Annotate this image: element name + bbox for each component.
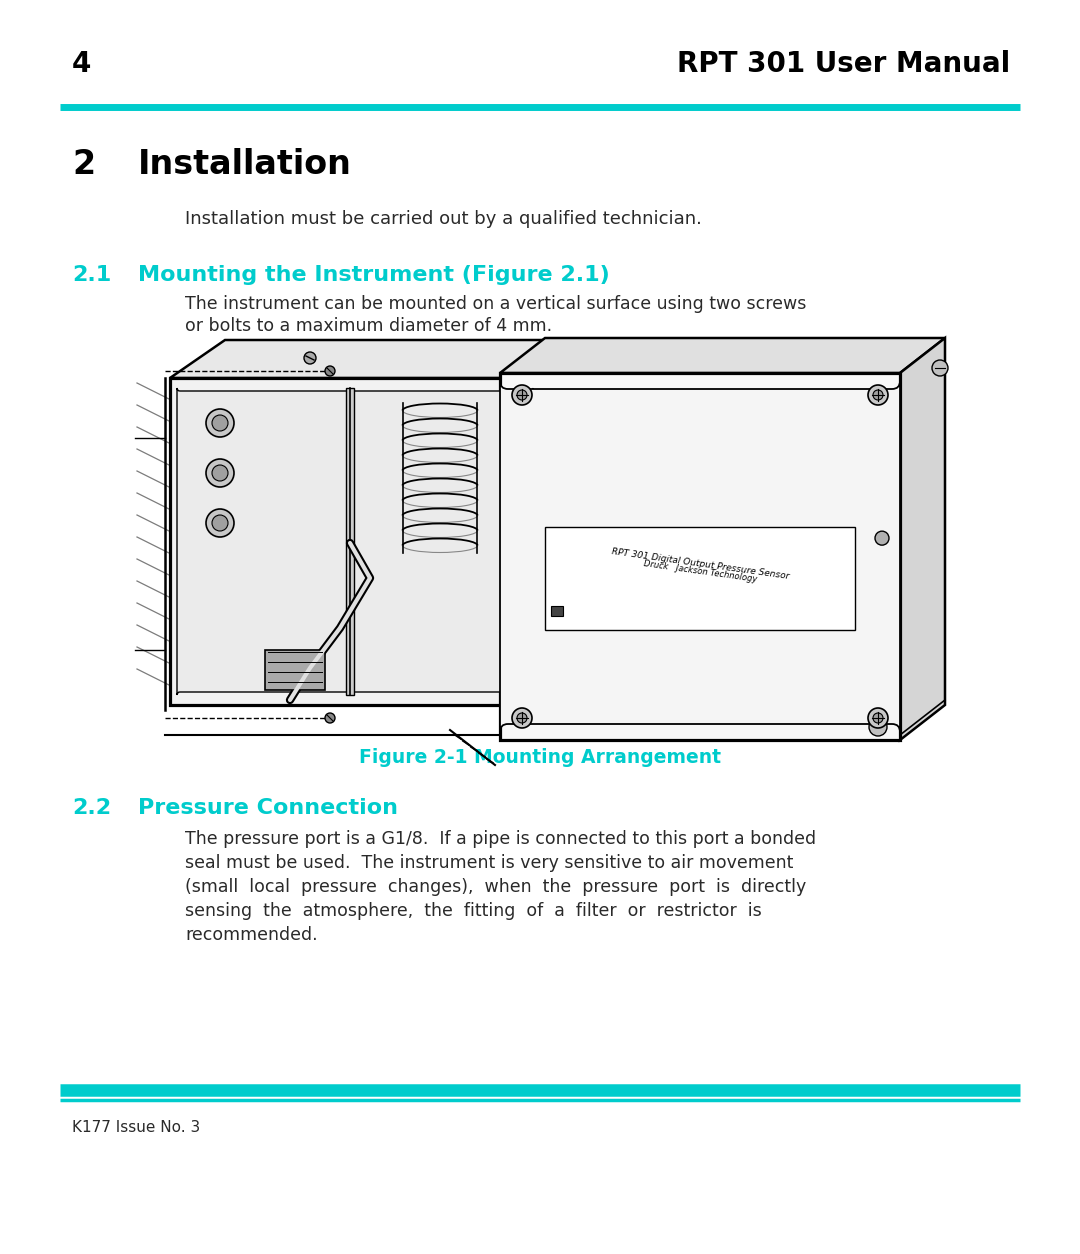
- Circle shape: [212, 515, 228, 530]
- Text: Mounting the Instrument (Figure 2.1): Mounting the Instrument (Figure 2.1): [138, 265, 610, 285]
- Circle shape: [869, 719, 887, 736]
- Text: 2.2: 2.2: [72, 798, 111, 818]
- Text: Pressure Connection: Pressure Connection: [138, 798, 399, 818]
- Text: 2: 2: [72, 148, 95, 181]
- FancyBboxPatch shape: [500, 381, 900, 732]
- Text: seal must be used.  The instrument is very sensitive to air movement: seal must be used. The instrument is ver…: [185, 854, 794, 872]
- Text: Installation: Installation: [138, 148, 352, 181]
- Text: RPT 301 Digital Output Pressure Sensor: RPT 301 Digital Output Pressure Sensor: [610, 547, 789, 581]
- Polygon shape: [500, 339, 945, 372]
- Text: or bolts to a maximum diameter of 4 mm.: or bolts to a maximum diameter of 4 mm.: [185, 317, 552, 335]
- Polygon shape: [170, 377, 540, 705]
- Text: K177 Issue No. 3: K177 Issue No. 3: [72, 1120, 200, 1135]
- Circle shape: [868, 385, 888, 405]
- Polygon shape: [900, 339, 945, 740]
- Circle shape: [512, 709, 532, 729]
- Circle shape: [875, 532, 889, 545]
- Polygon shape: [170, 340, 595, 377]
- Text: 2.1: 2.1: [72, 265, 111, 285]
- Circle shape: [325, 366, 335, 376]
- Text: sensing  the  atmosphere,  the  fitting  of  a  filter  or  restrictor  is: sensing the atmosphere, the fitting of a…: [185, 902, 761, 920]
- Text: 4: 4: [72, 50, 92, 78]
- Circle shape: [206, 459, 234, 487]
- Circle shape: [873, 714, 883, 724]
- Circle shape: [325, 714, 335, 724]
- Text: Installation must be carried out by a qualified technician.: Installation must be carried out by a qu…: [185, 209, 702, 228]
- Circle shape: [517, 390, 527, 400]
- FancyBboxPatch shape: [551, 606, 563, 616]
- Polygon shape: [346, 387, 354, 695]
- Circle shape: [206, 509, 234, 537]
- Polygon shape: [540, 340, 595, 705]
- Polygon shape: [545, 527, 855, 630]
- Circle shape: [303, 352, 316, 364]
- Polygon shape: [265, 650, 325, 690]
- FancyBboxPatch shape: [177, 387, 534, 695]
- Circle shape: [212, 465, 228, 482]
- Text: The instrument can be mounted on a vertical surface using two screws: The instrument can be mounted on a verti…: [185, 295, 807, 314]
- Circle shape: [206, 409, 234, 436]
- Circle shape: [873, 390, 883, 400]
- Text: Druck   Jackson Technology: Druck Jackson Technology: [643, 559, 757, 584]
- Circle shape: [517, 714, 527, 724]
- Circle shape: [868, 709, 888, 729]
- Text: Figure 2-1 Mounting Arrangement: Figure 2-1 Mounting Arrangement: [359, 747, 721, 767]
- Circle shape: [932, 360, 948, 376]
- Polygon shape: [500, 372, 900, 740]
- Text: (small  local  pressure  changes),  when  the  pressure  port  is  directly: (small local pressure changes), when the…: [185, 878, 807, 897]
- Circle shape: [512, 385, 532, 405]
- Text: recommended.: recommended.: [185, 925, 318, 944]
- Text: RPT 301 User Manual: RPT 301 User Manual: [677, 50, 1010, 78]
- Circle shape: [212, 415, 228, 431]
- Text: The pressure port is a G1/8.  If a pipe is connected to this port a bonded: The pressure port is a G1/8. If a pipe i…: [185, 830, 816, 848]
